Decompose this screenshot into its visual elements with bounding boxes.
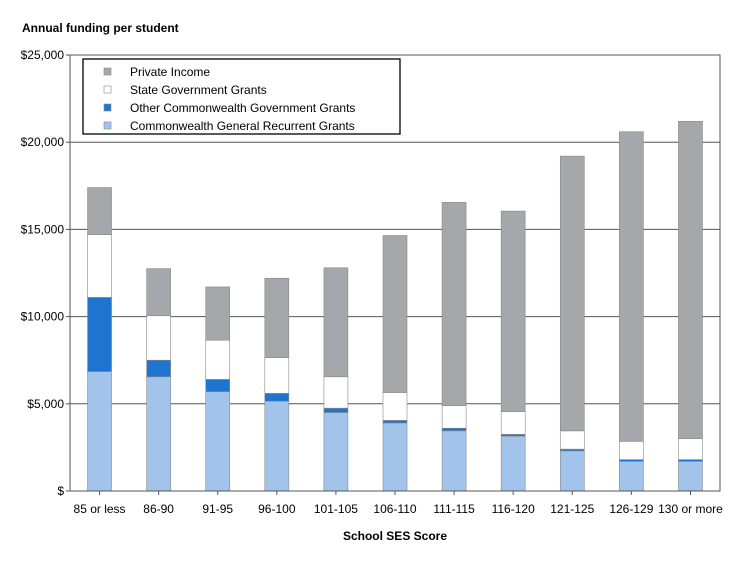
legend-label: Other Commonwealth Government Grants <box>130 101 355 115</box>
bar-segment <box>619 131 644 442</box>
x-tick-label: 111-115 <box>433 502 475 516</box>
bar-segment <box>619 461 644 492</box>
legend-label: Commonwealth General Recurrent Grants <box>130 119 355 133</box>
bar-segment <box>323 267 349 378</box>
bar-segment <box>323 407 349 413</box>
bar-segment <box>205 339 231 380</box>
legend-swatch <box>103 103 112 112</box>
y-tick-label: $5,000 <box>27 397 64 411</box>
legend-label: Private Income <box>130 65 210 79</box>
legend-swatch <box>103 121 112 130</box>
y-tick-label: $20,000 <box>21 135 65 149</box>
bar-segment <box>264 277 290 358</box>
bar-segment <box>205 379 231 392</box>
bar-segment <box>264 357 290 394</box>
bar-segment <box>559 450 585 492</box>
legend-box <box>82 58 401 135</box>
x-tick-label: 126-129 <box>609 502 653 516</box>
bar-segment <box>500 435 526 492</box>
bar-segment <box>205 391 231 492</box>
bar-segment <box>323 412 349 492</box>
bar-segment <box>382 392 408 421</box>
bar-segment <box>500 411 526 435</box>
y-axis: $ $5,000 $10,000 $15,000 $20,000 $25,000 <box>21 48 70 498</box>
bar-segment <box>205 286 231 341</box>
y-tick-label: $15,000 <box>21 222 65 236</box>
x-tick-label: 130 or more <box>658 502 723 516</box>
bar-segment <box>87 187 112 235</box>
bar-segment <box>678 438 703 460</box>
bar-segment <box>559 155 585 432</box>
bar-segment <box>146 315 171 361</box>
bar-segment <box>441 430 467 492</box>
bar-segment <box>264 393 290 402</box>
bar-segment <box>323 376 349 409</box>
bar-segment <box>264 400 290 492</box>
legend: Private Income State Government Grants Oth… <box>82 58 401 135</box>
x-tick-label: 116-120 <box>492 502 535 516</box>
bar-segment <box>87 297 112 372</box>
x-tick-label: 121-125 <box>550 502 594 516</box>
chart-title: Annual funding per student <box>22 21 179 35</box>
y-tick-label: $ <box>57 484 64 498</box>
bar-segment <box>146 268 171 317</box>
legend-label: State Government Grants <box>130 83 267 97</box>
bar-segment <box>500 210 526 412</box>
y-tick-label: $25,000 <box>21 48 65 62</box>
legend-swatch <box>103 67 112 76</box>
bar-segment <box>146 359 171 378</box>
legend-swatch <box>103 85 112 94</box>
bar-segment <box>678 461 703 492</box>
bar-segment <box>678 120 703 439</box>
x-axis: 85 or less 86-90 91-95 96-100 101-105 106-110… <box>74 491 723 516</box>
bars <box>87 120 703 492</box>
bar-segment <box>382 235 408 393</box>
x-tick-label: 85 or less <box>74 502 126 516</box>
bar-segment <box>441 202 467 406</box>
bar-segment <box>87 371 112 492</box>
bar-segment <box>382 420 408 424</box>
x-tick-label: 91-95 <box>202 502 233 516</box>
bar-segment <box>87 234 112 298</box>
x-tick-label: 96-100 <box>258 502 296 516</box>
bar-segment <box>559 430 585 450</box>
bar-segment <box>619 440 644 460</box>
x-tick-label: 86-90 <box>143 502 174 516</box>
bar-segment <box>441 405 467 429</box>
y-tick-label: $10,000 <box>21 310 65 324</box>
x-axis-title: School SES Score <box>343 529 447 543</box>
bar-segment <box>441 427 467 432</box>
bar-segment <box>146 376 171 492</box>
x-tick-label: 101-105 <box>314 502 358 516</box>
x-tick-label: 106-110 <box>373 502 416 516</box>
bar-segment <box>382 422 408 492</box>
